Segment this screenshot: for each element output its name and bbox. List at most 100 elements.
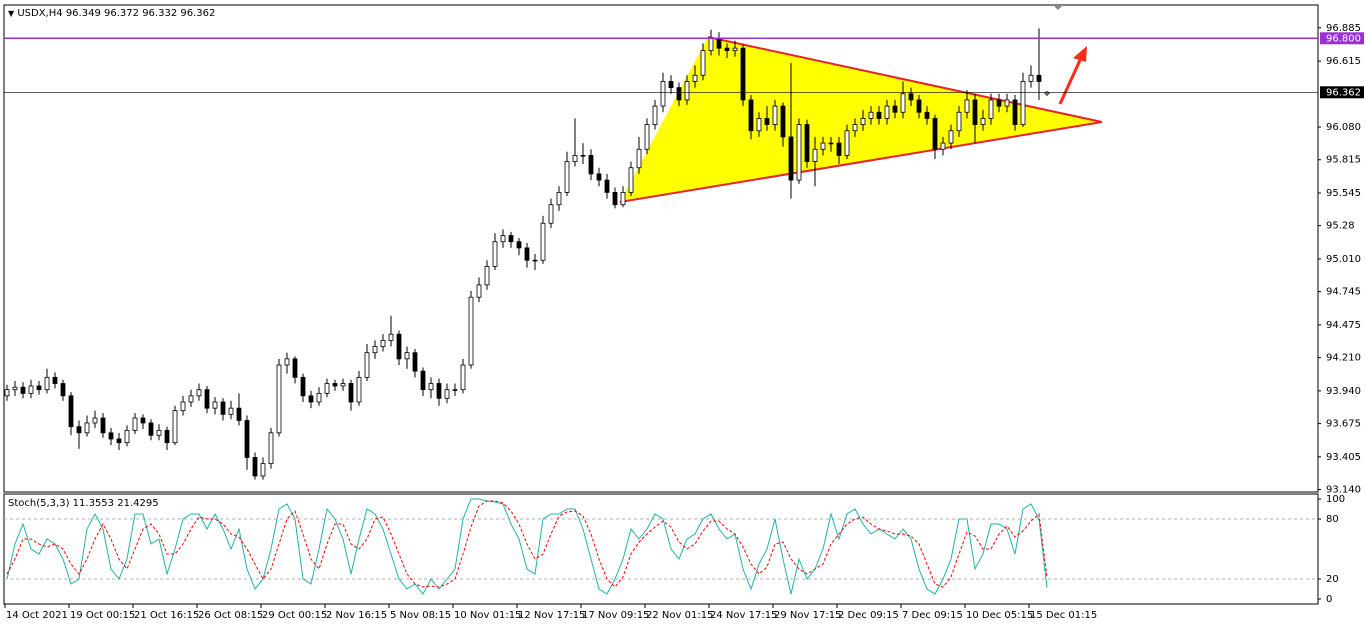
candle-body bbox=[420, 370, 426, 391]
trend-line-upper bbox=[707, 36, 1103, 123]
candle-body bbox=[324, 383, 330, 394]
candle-body bbox=[460, 364, 466, 391]
candle-body bbox=[884, 105, 890, 119]
candle-body bbox=[676, 87, 682, 101]
indicator-value: 11.3553 bbox=[73, 498, 114, 509]
candle-body bbox=[92, 417, 98, 424]
candle-body bbox=[924, 111, 930, 119]
y-tick-label: 80 bbox=[1326, 514, 1339, 525]
candle-body bbox=[708, 37, 714, 52]
indicator-header: Stoch(5,3,3) 11.3553 21.4295 bbox=[8, 498, 159, 509]
candle-body bbox=[436, 383, 442, 399]
indicator-name: Stoch(5,3,3) bbox=[8, 498, 70, 509]
x-tick-label: 29 Nov 17:15 bbox=[774, 610, 841, 621]
trend-line-lower bbox=[619, 121, 1103, 203]
header: ▼ USDX,H4 96.349 96.372 96.332 96.362 bbox=[8, 8, 215, 19]
candle-body bbox=[68, 395, 74, 428]
candle-body bbox=[348, 383, 354, 403]
candle-body bbox=[252, 457, 258, 477]
y-tick-label: 96.885 bbox=[1326, 23, 1361, 34]
candle-body bbox=[572, 155, 578, 162]
candle-body bbox=[1004, 99, 1010, 107]
x-tick-label: 29 Oct 00:15 bbox=[262, 610, 327, 621]
candle-body bbox=[836, 142, 842, 156]
x-tick-label: 15 Dec 01:15 bbox=[1030, 610, 1097, 621]
candle-body bbox=[60, 383, 66, 397]
candle-body bbox=[468, 296, 474, 366]
x-tick-label: 10 Dec 05:15 bbox=[966, 610, 1033, 621]
candle-body bbox=[868, 111, 874, 119]
level-label: 96.800 bbox=[1326, 33, 1361, 44]
candle-body bbox=[276, 364, 282, 434]
y-tick-label: 94.210 bbox=[1326, 353, 1361, 364]
candle-body bbox=[732, 47, 738, 52]
level-label-box bbox=[1320, 86, 1364, 99]
y-tick-label: 94.745 bbox=[1326, 287, 1361, 298]
candle-body bbox=[628, 167, 634, 193]
candle-body bbox=[100, 417, 106, 434]
candle-body bbox=[116, 438, 122, 444]
y-tick-label: 93.675 bbox=[1326, 419, 1361, 430]
y-tick-label: 20 bbox=[1326, 574, 1339, 585]
candle-body bbox=[668, 81, 674, 89]
candle-body bbox=[388, 333, 394, 341]
candle-body bbox=[220, 401, 226, 415]
candle-body bbox=[780, 105, 786, 138]
candle-body bbox=[564, 161, 570, 193]
candle-body bbox=[980, 118, 986, 125]
candle-body bbox=[716, 37, 722, 49]
x-tick-label: 2 Nov 16:15 bbox=[326, 610, 387, 621]
candle-body bbox=[772, 105, 778, 125]
x-tick-label: 5 Nov 08:15 bbox=[390, 610, 451, 621]
candle-body bbox=[684, 81, 690, 101]
candle-body bbox=[316, 392, 322, 403]
candle-body bbox=[724, 47, 730, 52]
candle-body bbox=[428, 383, 434, 391]
candle-body bbox=[196, 389, 202, 397]
candle-body bbox=[340, 383, 346, 387]
candle-body bbox=[124, 429, 130, 444]
candle-body bbox=[588, 155, 594, 175]
candle-body bbox=[956, 111, 962, 132]
candle-body bbox=[988, 99, 994, 119]
candle-body bbox=[996, 99, 1002, 107]
candle-body bbox=[84, 422, 90, 434]
candle-body bbox=[364, 352, 370, 378]
candle-body bbox=[260, 463, 266, 477]
candle-body bbox=[964, 99, 970, 113]
candle-body bbox=[796, 124, 802, 181]
x-tick-label: 2 Dec 09:15 bbox=[838, 610, 899, 621]
candle-body bbox=[972, 99, 978, 125]
candle-body bbox=[172, 410, 178, 444]
menu-arrow: ▼ bbox=[8, 9, 15, 18]
candle-body bbox=[748, 99, 754, 132]
candle-body bbox=[476, 284, 482, 298]
candle-body bbox=[452, 389, 458, 391]
candle-body bbox=[764, 118, 770, 125]
candle-body bbox=[844, 130, 850, 156]
y-tick-label: 93.940 bbox=[1326, 386, 1361, 397]
candle-body bbox=[148, 422, 154, 436]
candle-body bbox=[596, 173, 602, 181]
y-tick-label: 95.815 bbox=[1326, 155, 1361, 166]
candle-body bbox=[132, 417, 138, 431]
candle-body bbox=[940, 142, 946, 150]
y-tick-label: 93.140 bbox=[1326, 485, 1361, 496]
y-tick-label: 0 bbox=[1326, 594, 1332, 605]
candle-body bbox=[700, 50, 706, 76]
candle-body bbox=[916, 99, 922, 113]
candle-body bbox=[380, 339, 386, 347]
candle-body bbox=[36, 385, 42, 391]
candle-body bbox=[212, 401, 218, 409]
candle-body bbox=[52, 376, 58, 384]
candle-body bbox=[204, 389, 210, 409]
x-tick-label: 26 Oct 08:15 bbox=[198, 610, 263, 621]
candle-body bbox=[604, 179, 610, 193]
level-label-box bbox=[1320, 32, 1364, 45]
candle-body bbox=[332, 383, 338, 387]
quote: 96.362 bbox=[180, 8, 215, 19]
candle-body bbox=[284, 358, 290, 366]
candle-body bbox=[660, 81, 666, 107]
arrow-head bbox=[1073, 46, 1087, 62]
candle-body bbox=[820, 142, 826, 150]
